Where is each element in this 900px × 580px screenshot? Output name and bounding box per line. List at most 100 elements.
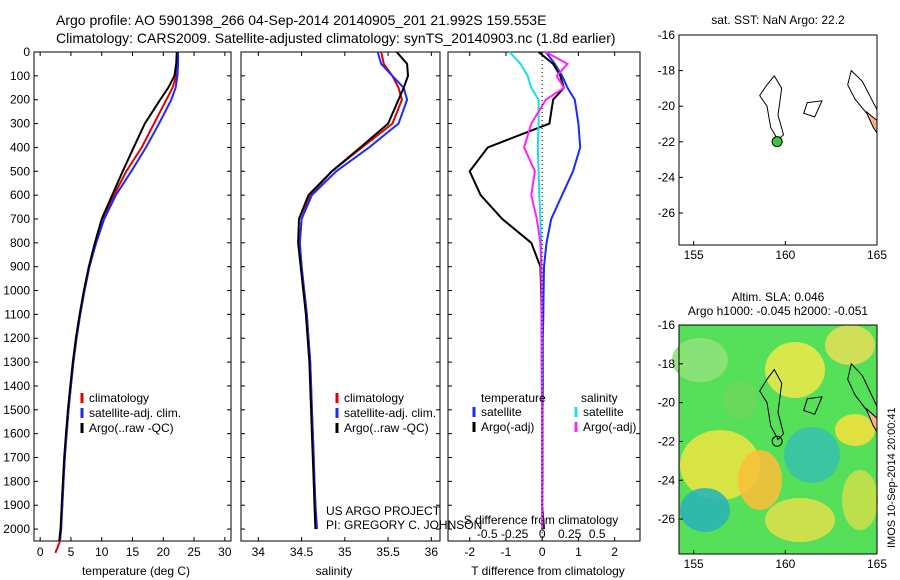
depth-tick-label: 900: [10, 260, 30, 274]
map-bottom-ytick-label: -26: [658, 512, 676, 526]
difference-xtick-label: 0: [539, 545, 546, 559]
depth-tick-label: 2000: [3, 522, 30, 536]
map-bottom-sla-blob: [765, 498, 835, 542]
map-bottom-ytick-label: -20: [658, 396, 676, 410]
difference-legend-title: salinity: [581, 391, 618, 405]
depth-tick-label: 1900: [3, 498, 30, 512]
temperature-legend-label: Argo(..raw -QC): [89, 421, 174, 435]
map-top-ytick-label: -20: [658, 99, 676, 113]
depth-tick-label: 0: [23, 45, 30, 59]
temperature-xtick-label: 25: [187, 545, 201, 559]
temperature-xlabel: temperature (deg C): [82, 564, 190, 578]
depth-tick-label: 700: [10, 212, 30, 226]
depth-tick-label: 300: [10, 117, 30, 131]
salinity-legend-label: Argo(..raw -QC): [344, 421, 429, 435]
map-bottom-sla-blob: [672, 338, 728, 382]
salinity-series-climatology: [298, 51, 403, 530]
map-bottom-reef-outline: [759, 368, 785, 441]
map-bottom-ytick-label: -22: [658, 434, 676, 448]
map-bottom-xtick-label: 160: [775, 557, 795, 571]
temperature-legend-label: climatology: [89, 391, 149, 405]
salinity-diff-tick-label: -0.25: [501, 527, 529, 541]
difference-xtick-label: 1: [575, 545, 582, 559]
difference-xtick-label: -1: [501, 545, 512, 559]
map-top-frame: [678, 34, 878, 246]
difference-xtick-label: -2: [464, 545, 475, 559]
map-bottom-sla-blob: [738, 450, 782, 510]
map-top-reef-outline: [759, 75, 785, 141]
difference-salinity-legend-label: Argo(-adj): [583, 420, 636, 434]
salinity-diff-tick-label: 0.25: [558, 527, 582, 541]
depth-tick-label: 1500: [3, 403, 30, 417]
salinity-diff-tick-label: -0.5: [477, 527, 498, 541]
map-bottom-sla-blob: [680, 488, 730, 532]
depth-tick-label: 800: [10, 236, 30, 250]
map-bottom-ytick-label: -18: [658, 357, 676, 371]
map-bottom-ytick-label: -24: [658, 473, 676, 487]
map-top-ytick-label: -18: [658, 64, 676, 78]
map-top-xtick-label: 165: [867, 248, 887, 262]
salinity-xtick-label: 36: [425, 545, 439, 559]
difference-series-salinity-argo-adj-: [523, 51, 570, 530]
map-bottom-argo-position: [771, 435, 783, 447]
credit-line-2: PI: GREGORY C. JOHNSON: [326, 518, 482, 532]
map-bottom-ytick-label: -16: [658, 318, 676, 332]
map-bottom-sla-blob: [842, 470, 878, 530]
salinity-xtick-label: 34: [252, 545, 266, 559]
salinity-xlabel: salinity: [316, 564, 353, 578]
difference-xlabel: T difference from climatology: [471, 564, 625, 578]
depth-tick-label: 1600: [3, 427, 30, 441]
map-top-ytick-label: -16: [658, 28, 676, 42]
map-bottom-frame: [678, 324, 878, 555]
depth-tick-label: 1000: [3, 284, 30, 298]
imos-timestamp: IMOS 10-Sep-2014 20:00:41: [886, 407, 898, 548]
temperature-xtick-label: 10: [95, 545, 109, 559]
depth-tick-label: 1100: [4, 307, 30, 321]
map-bottom-sla-blob: [784, 427, 840, 483]
salinity-xtick-label: 34.5: [290, 545, 314, 559]
map-bottom-land: [865, 408, 878, 434]
depth-tick-label: 1400: [3, 379, 30, 393]
salinity-legend-label: satellite-adj. clim.: [344, 406, 436, 420]
map-bottom-sla-blob: [765, 342, 825, 398]
difference-temperature-legend-label: satellite: [481, 405, 522, 419]
temperature-xtick-label: 30: [218, 545, 232, 559]
depth-tick-label: 1800: [3, 474, 30, 488]
depth-tick-label: 1200: [3, 331, 30, 345]
difference-xlabel-top: S difference from climatology: [464, 513, 619, 527]
depth-tick-label: 500: [10, 164, 30, 178]
salinity-plot-frame: [240, 51, 441, 542]
temperature-xtick-label: 0: [37, 545, 44, 559]
salinity-diff-tick-label: 0: [539, 527, 546, 541]
map-bottom-sla-blob: [835, 414, 875, 446]
map-bottom-sla-blob: [722, 380, 758, 420]
difference-temperature-legend-label: Argo(-adj): [481, 420, 534, 434]
header-line-2: Climatology: CARS2009. Satellite-adjuste…: [56, 30, 616, 46]
temperature-series-argo-raw-qc-: [58, 51, 178, 542]
difference-series-salinity-satellite: [508, 51, 544, 530]
salinity-xtick-label: 35.5: [376, 545, 400, 559]
map-bottom-title-1: Altim. SLA: 0.046: [732, 290, 825, 304]
map-bottom-sla-blob: [825, 325, 875, 365]
depth-tick-label: 1300: [3, 355, 30, 369]
map-bottom-chesterfield-outline: [803, 396, 823, 415]
salinity-xtick-label: 35: [338, 545, 352, 559]
difference-plot-frame: [447, 51, 641, 542]
depth-tick-label: 200: [10, 93, 30, 107]
difference-series-temperature-argo-adj-: [468, 51, 566, 530]
temperature-series-climatology: [54, 52, 179, 554]
credit-line-1: US ARGO PROJECT: [326, 504, 441, 518]
salinity-legend-label: climatology: [344, 391, 404, 405]
map-top-ytick-label: -24: [658, 170, 676, 184]
depth-tick-label: 1700: [3, 451, 30, 465]
temperature-xtick-label: 15: [126, 545, 140, 559]
temperature-xtick-label: 20: [157, 545, 171, 559]
temperature-xtick-label: 5: [68, 545, 75, 559]
temperature-legend-label: satellite-adj. clim.: [89, 406, 181, 420]
depth-tick-label: 600: [10, 188, 30, 202]
map-top-xtick-label: 155: [684, 248, 704, 262]
map-top-chesterfield-outline: [803, 100, 823, 118]
difference-legend-title: temperature: [481, 391, 546, 405]
map-top-land: [865, 111, 878, 135]
